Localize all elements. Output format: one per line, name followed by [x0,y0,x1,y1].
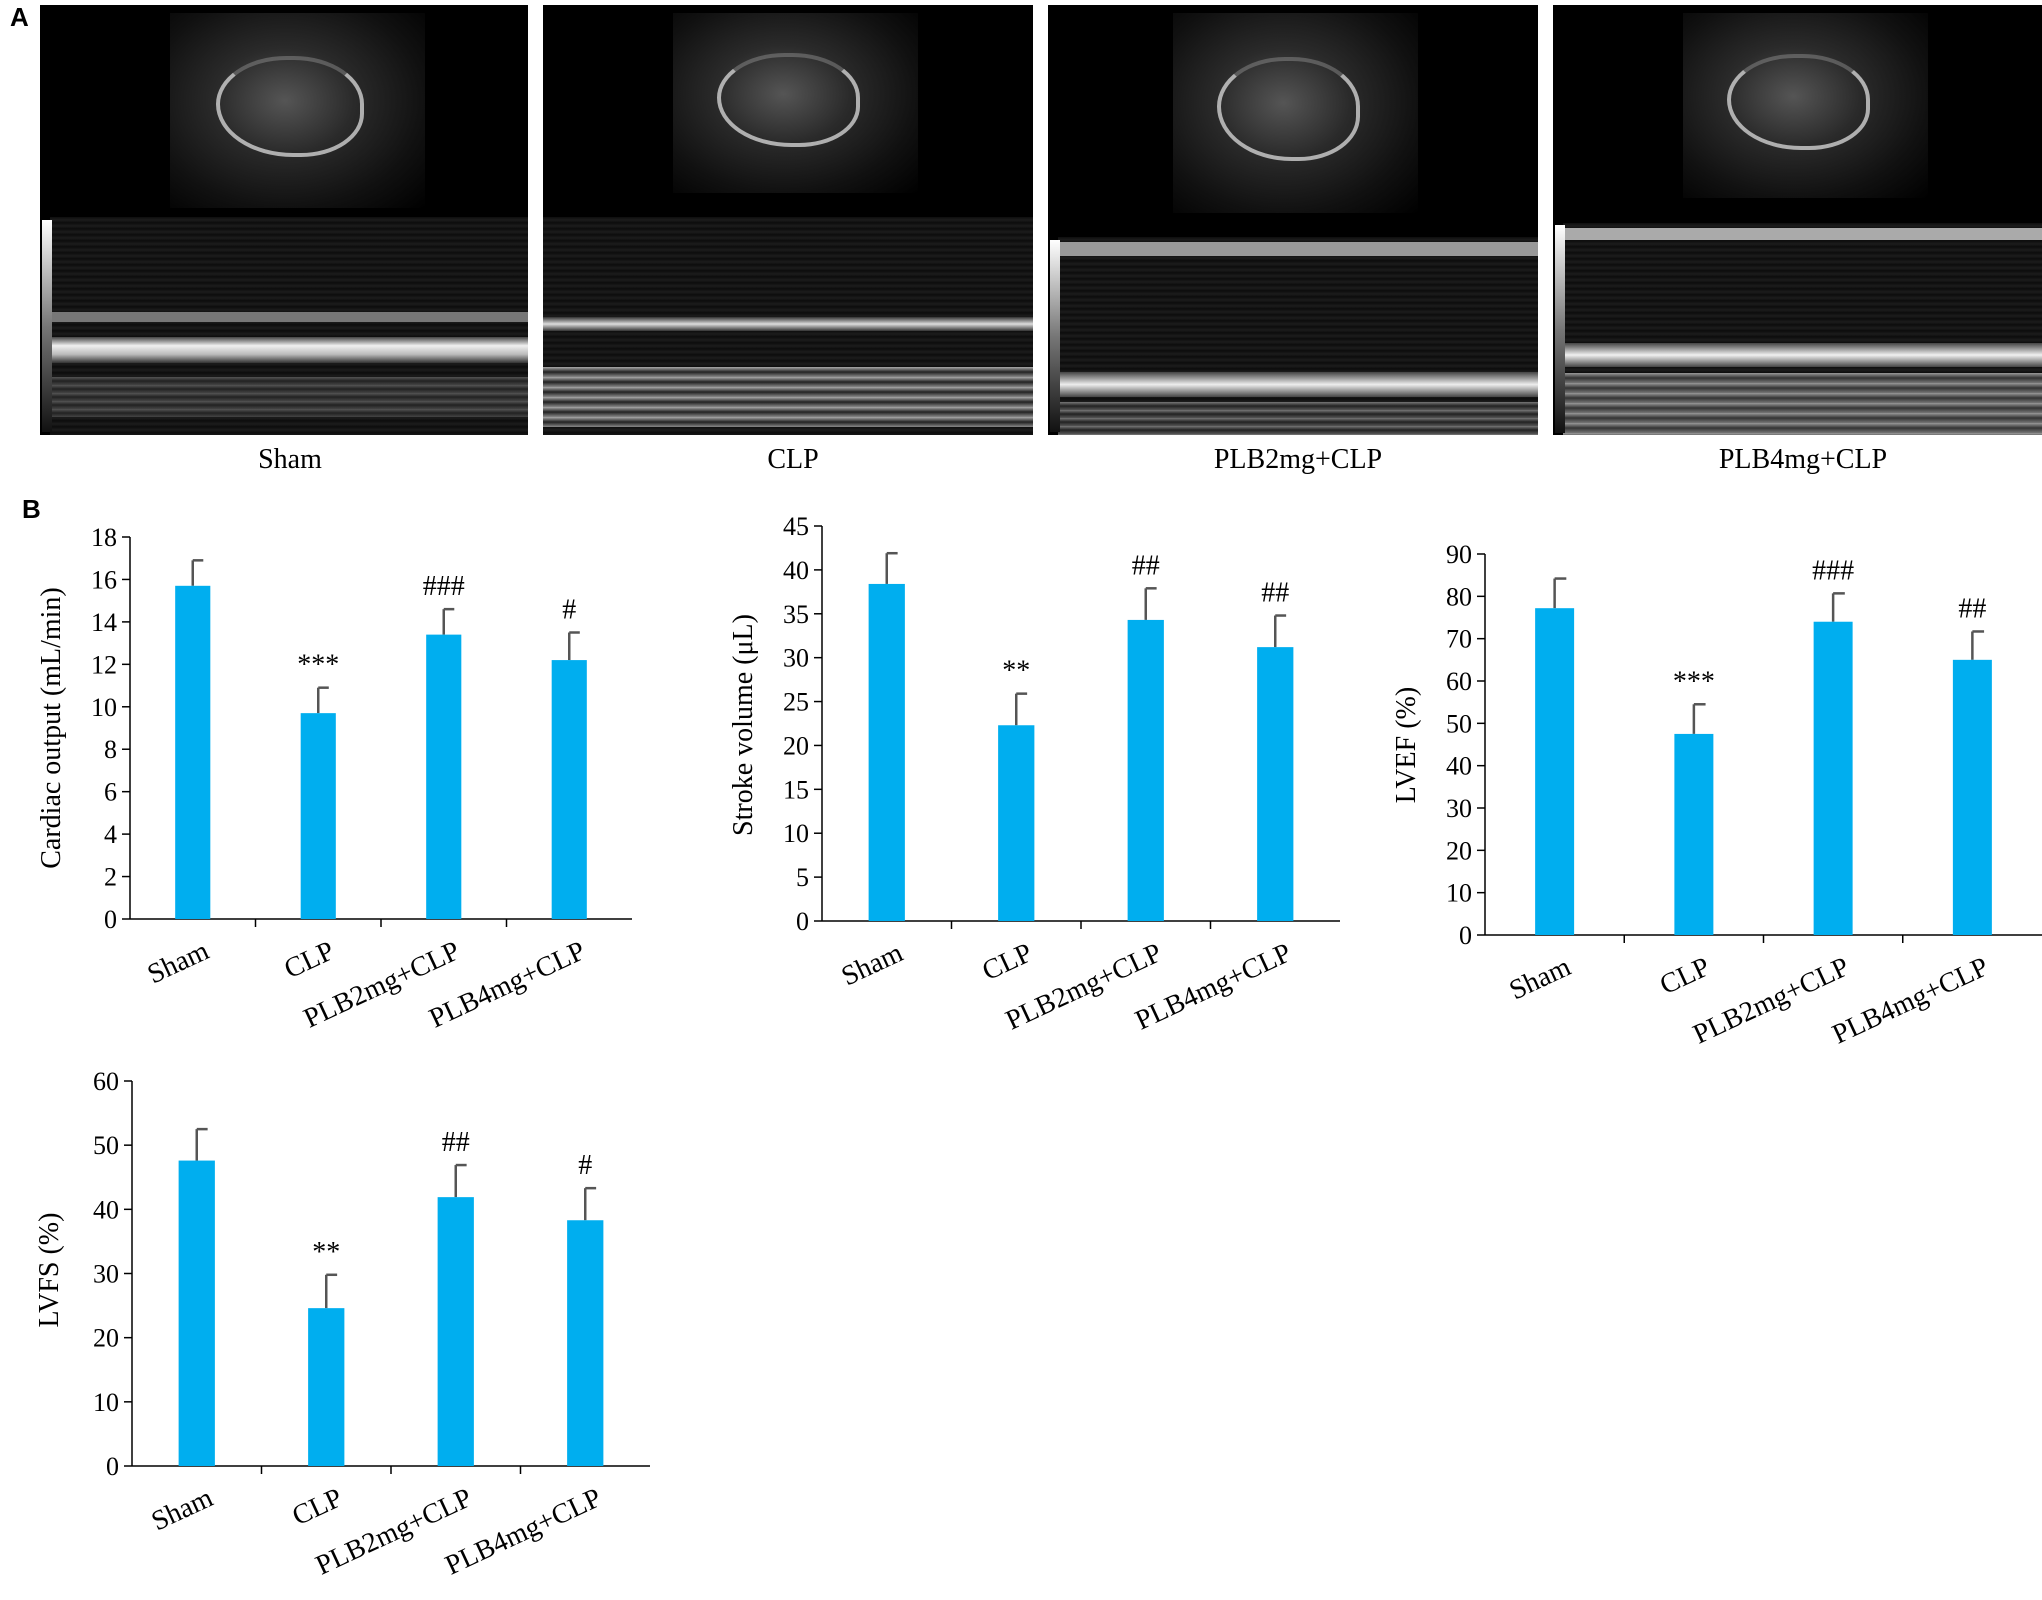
lvfs-ytick-label: 0 [106,1452,119,1481]
echo-image-sham [40,5,528,435]
stroke-volume-ytick-label: 45 [783,512,809,541]
stroke-volume-significance-clp: ** [1002,656,1030,687]
lvef-bar-sham [1535,608,1575,935]
lvfs-xtick-label-sham: Sham [147,1482,218,1537]
lvef-ytick-label: 0 [1459,921,1472,950]
cardiac-output-bar-clp [300,713,336,919]
echo-image-plb2mg-clp [1048,5,1538,435]
lvfs-bar-plb2mg-clp [437,1197,474,1466]
lvfs-ytick-label: 60 [93,1067,119,1096]
stroke-volume-ytick-label: 25 [783,688,809,717]
lvef-y-axis-label: LVEF (%) [1391,687,1422,803]
stroke-volume-y-axis-label: Stroke volume (μL) [728,614,759,836]
lvef-bar-plb4mg-clp [1952,659,1992,935]
stroke-volume-xtick-label-clp: CLP [978,937,1038,987]
cardiac-output-ytick-label: 14 [91,608,117,637]
lvfs-xtick-label-clp: CLP [288,1482,348,1532]
cardiac-output-ytick-label: 18 [91,523,117,552]
lvfs-bar-clp [308,1308,345,1466]
lvef-ytick-label: 70 [1446,625,1472,654]
cardiac-output-ytick-label: 6 [104,778,117,807]
lvef-xtick-label-plb4mg-clp: PLB4mg+CLP [1828,951,1994,1050]
lvef-ytick-label: 90 [1446,540,1472,569]
stroke-volume-ytick-label: 30 [783,644,809,673]
lvef-xtick-label-clp: CLP [1655,951,1715,1001]
cardiac-output-ytick-label: 2 [104,863,117,892]
lvef-bar-plb2mg-clp [1813,621,1853,935]
panel-label-a: A [10,2,29,32]
lvfs-y-axis-label: LVFS (%) [34,1213,65,1328]
lvef-ytick-label: 40 [1446,752,1472,781]
stroke-volume-ytick-label: 10 [783,819,809,848]
lvfs-ytick-label: 50 [93,1131,119,1160]
lvef-xtick-label-sham: Sham [1505,951,1576,1006]
cardiac-output-bar-sham [175,585,211,919]
stroke-volume-significance-plb4mg-clp: ## [1261,578,1289,609]
lvef-significance-clp: *** [1673,666,1715,697]
lvef-ytick-label: 20 [1446,836,1472,865]
lvfs-significance-plb4mg-clp: # [578,1150,592,1181]
cardiac-output-significance-clp: *** [297,650,339,681]
lvfs-ytick-label: 10 [93,1388,119,1417]
stroke-volume-ytick-label: 15 [783,775,809,804]
echo-image-clp [543,5,1033,435]
stroke-volume-bar-plb4mg-clp [1257,647,1294,921]
echo-caption-plb2mg-clp: PLB2mg+CLP [1213,444,1383,475]
lvef-ytick-label: 80 [1446,582,1472,611]
stroke-volume-xtick-label-sham: Sham [837,937,908,992]
lvef-ytick-label: 60 [1446,667,1472,696]
lvef-significance-plb4mg-clp: ## [1958,593,1986,624]
stroke-volume-bar-clp [998,725,1035,921]
cardiac-output-ytick-label: 0 [104,905,117,934]
lvfs-ytick-label: 40 [93,1195,119,1224]
lvef-significance-plb2mg-clp: ### [1812,555,1854,586]
stroke-volume-ytick-label: 35 [783,600,809,629]
cardiac-output-significance-plb4mg-clp: # [562,595,576,626]
lvfs-bar-sham [178,1160,215,1466]
lvfs-significance-clp: ** [312,1237,340,1268]
lvef-ytick-label: 30 [1446,794,1472,823]
lvfs-ytick-label: 20 [93,1324,119,1353]
lvfs-significance-plb2mg-clp: ## [442,1127,470,1158]
lvef-bar-clp [1674,733,1714,935]
stroke-volume-ytick-label: 0 [796,907,809,936]
stroke-volume-ytick-label: 5 [796,863,809,892]
lvef-ytick-label: 50 [1446,709,1472,738]
lvfs-bar-plb4mg-clp [567,1220,604,1466]
cardiac-output-significance-plb2mg-clp: ### [423,571,465,602]
lvfs-ytick-label: 30 [93,1260,119,1289]
echo-image-plb4mg-clp [1553,5,2042,435]
cardiac-output-xtick-label-clp: CLP [280,935,340,985]
cardiac-output-ytick-label: 8 [104,735,117,764]
echo-caption-sham: Sham [258,444,322,475]
stroke-volume-ytick-label: 40 [783,556,809,585]
echo-caption-plb4mg-clp: PLB4mg+CLP [1718,444,1888,475]
cardiac-output-y-axis-label: Cardiac output (mL/min) [36,587,67,869]
cardiac-output-ytick-label: 16 [91,565,117,594]
stroke-volume-significance-plb2mg-clp: ## [1132,550,1160,581]
cardiac-output-bar-plb4mg-clp [551,660,587,919]
stroke-volume-bar-plb2mg-clp [1127,619,1164,921]
echo-caption-clp: CLP [767,444,819,475]
panel-label-b: B [22,494,41,524]
cardiac-output-xtick-label-sham: Sham [143,935,214,990]
cardiac-output-ytick-label: 12 [91,650,117,679]
stroke-volume-ytick-label: 20 [783,731,809,760]
cardiac-output-ytick-label: 4 [104,820,117,849]
cardiac-output-ytick-label: 10 [91,693,117,722]
lvef-xtick-label-plb2mg-clp: PLB2mg+CLP [1688,951,1854,1050]
lvef-ytick-label: 10 [1446,879,1472,908]
cardiac-output-bar-plb2mg-clp [426,634,462,919]
stroke-volume-bar-sham [868,583,905,921]
